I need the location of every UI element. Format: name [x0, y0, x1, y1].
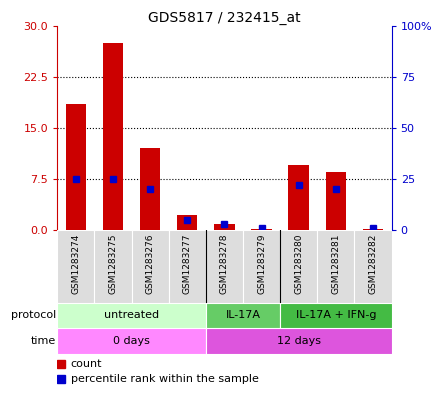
Bar	[280, 230, 317, 303]
Text: count: count	[70, 358, 102, 369]
Text: GSM1283274: GSM1283274	[71, 233, 80, 294]
Bar	[57, 230, 94, 303]
Text: protocol: protocol	[11, 310, 56, 320]
Bar	[177, 215, 198, 230]
Bar	[57, 328, 206, 354]
Bar	[94, 230, 132, 303]
Bar	[251, 229, 272, 230]
Bar	[103, 42, 123, 230]
Bar	[280, 303, 392, 328]
Bar	[326, 172, 346, 230]
Bar	[206, 303, 280, 328]
Text: GSM1283279: GSM1283279	[257, 233, 266, 294]
Bar	[243, 230, 280, 303]
Bar	[169, 230, 206, 303]
Text: percentile rank within the sample: percentile rank within the sample	[70, 374, 258, 384]
Text: IL-17A: IL-17A	[225, 310, 260, 320]
Text: GSM1283280: GSM1283280	[294, 233, 303, 294]
Bar	[355, 230, 392, 303]
Bar	[363, 229, 383, 230]
Text: GSM1283281: GSM1283281	[331, 233, 341, 294]
Bar	[206, 328, 392, 354]
Text: 0 days: 0 days	[113, 336, 150, 346]
Text: IL-17A + IFN-g: IL-17A + IFN-g	[296, 310, 376, 320]
Title: GDS5817 / 232415_at: GDS5817 / 232415_at	[148, 11, 301, 24]
Bar	[132, 230, 169, 303]
Bar	[289, 165, 309, 230]
Text: GSM1283278: GSM1283278	[220, 233, 229, 294]
Text: 12 days: 12 days	[277, 336, 321, 346]
Text: GSM1283277: GSM1283277	[183, 233, 192, 294]
Bar	[214, 224, 235, 230]
Bar	[66, 104, 86, 230]
Bar	[317, 230, 355, 303]
Text: GSM1283282: GSM1283282	[369, 233, 378, 294]
Bar	[57, 303, 206, 328]
Text: time: time	[31, 336, 56, 346]
Text: untreated: untreated	[104, 310, 159, 320]
Bar	[140, 148, 160, 230]
Bar	[206, 230, 243, 303]
Text: GSM1283276: GSM1283276	[146, 233, 154, 294]
Text: GSM1283275: GSM1283275	[108, 233, 117, 294]
